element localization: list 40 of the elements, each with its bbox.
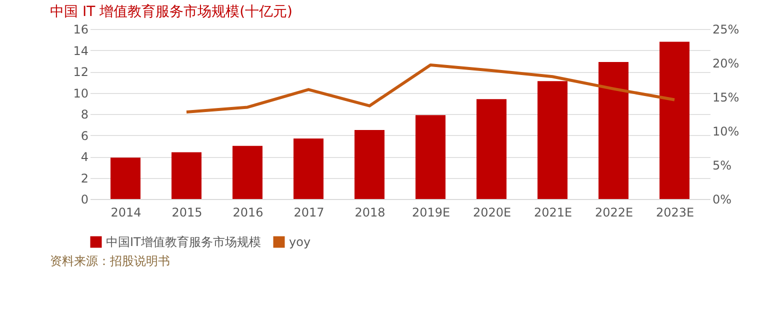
- legend-label: 中国IT增值教育服务市场规模: [106, 235, 261, 249]
- y2-tick-label: 0%: [712, 192, 732, 206]
- bar: [416, 115, 446, 199]
- y2-tick-label: 10%: [712, 124, 740, 138]
- x-tick-label: 2018: [354, 206, 386, 220]
- bar: [110, 158, 140, 199]
- y-tick-label: 10: [73, 86, 88, 100]
- y-tick-label: 2: [80, 171, 88, 186]
- y-tick-label: 12: [73, 65, 88, 79]
- x-tick-label: 2019E: [412, 206, 450, 220]
- x-tick-label: 2016: [232, 206, 264, 220]
- y2-tick-label: 20%: [712, 56, 740, 70]
- y-tick-label: 16: [73, 22, 88, 36]
- chart-title: 中国 IT 增值教育服务市场规模(十亿元): [50, 3, 293, 20]
- line-series: [185, 64, 676, 114]
- bar: [476, 99, 506, 199]
- bar: [660, 42, 690, 199]
- legend-label: yoy: [289, 235, 311, 249]
- text: 资料来源：招股说明书: [50, 254, 170, 268]
- y-tick-label: 0: [80, 192, 88, 206]
- x-tick-label: 2020E: [472, 206, 512, 220]
- x-tick-label: 2022E: [594, 206, 634, 220]
- bar: [598, 62, 628, 199]
- y-tick-label: 8: [80, 108, 88, 122]
- y-tick-label: 4: [80, 150, 88, 164]
- x-tick-label: 2017: [294, 206, 324, 220]
- x-tick-label: 2023E: [656, 206, 694, 220]
- y2-tick-label: 25%: [712, 22, 740, 36]
- y-tick-label: 14: [73, 44, 88, 58]
- bar: [354, 130, 384, 199]
- bar: [232, 146, 262, 199]
- bar: [172, 152, 202, 199]
- x-tick-label: 2014: [110, 206, 142, 220]
- y2-tick-label: 15%: [712, 90, 740, 104]
- x-tick-label: 2021E: [534, 206, 572, 220]
- bar: [538, 81, 568, 199]
- bar: [294, 138, 324, 199]
- x-tick-label: 2015: [172, 206, 202, 220]
- y-tick-label: 6: [80, 128, 88, 143]
- y2-tick-label: 5%: [712, 158, 732, 172]
